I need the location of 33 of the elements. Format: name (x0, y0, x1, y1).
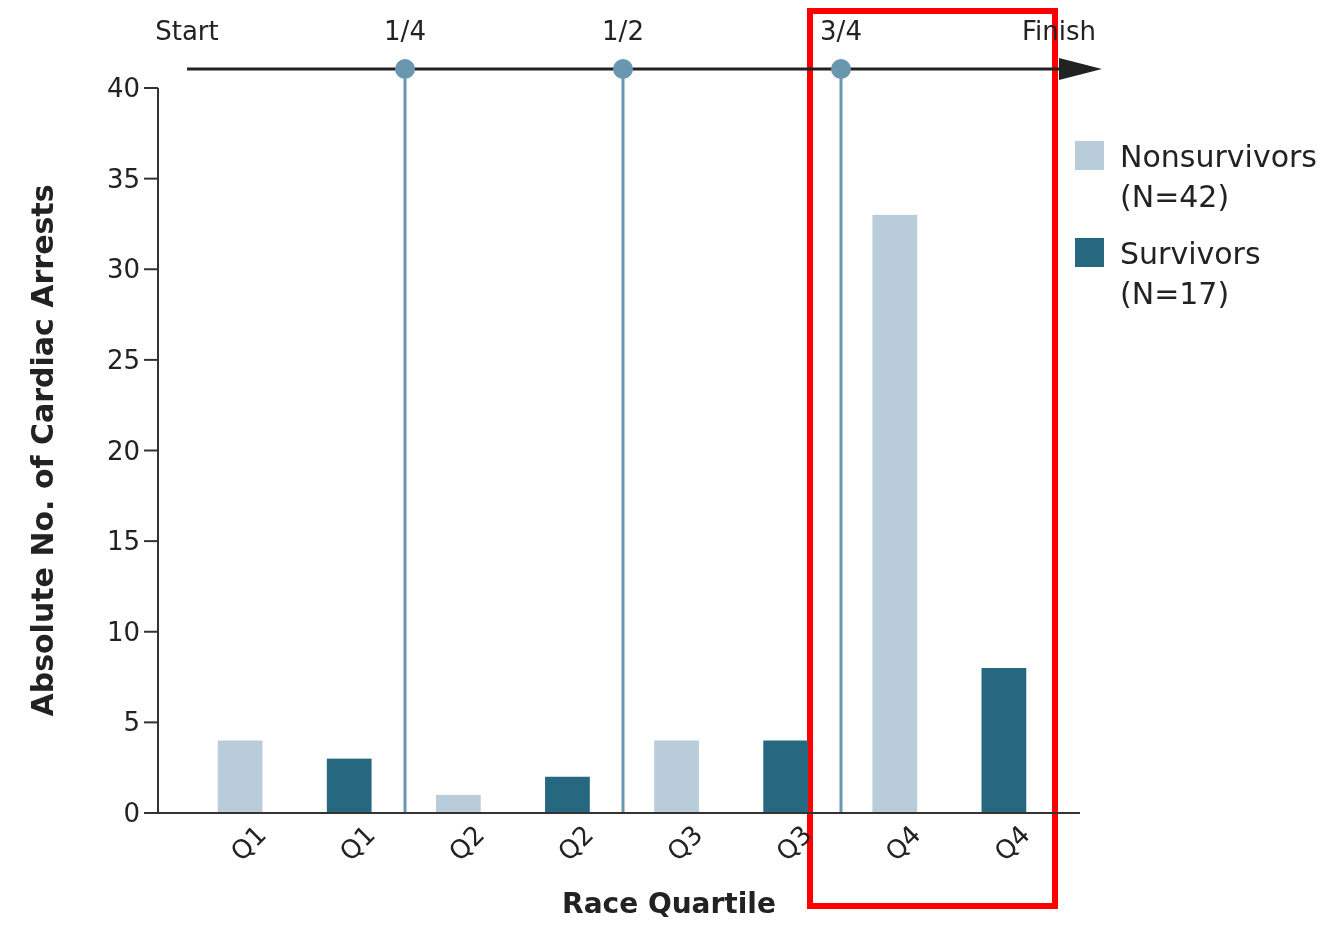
x2-tick-label: Start (155, 16, 219, 46)
x-tick-label: Q3 (660, 819, 709, 867)
bar (435, 794, 481, 813)
y-tick-label: 15 (106, 526, 140, 557)
x-tick-label: Q4 (988, 819, 1036, 867)
y-tick-label: 35 (106, 163, 140, 194)
x-axis-title: Race Quartile (562, 887, 776, 920)
bar (217, 740, 263, 813)
x-tick-label: Q2 (551, 819, 600, 867)
y-tick-label: 30 (106, 254, 140, 285)
x-tick-label: Q1 (333, 819, 381, 867)
y-tick-label: 10 (106, 616, 140, 647)
y-tick-label: 25 (106, 344, 140, 375)
legend-label: Nonsurvivors (N=42) (1120, 139, 1317, 214)
x2-tick-label: 3/4 (820, 16, 862, 46)
bar (981, 668, 1027, 813)
y-tick-label: 40 (106, 73, 140, 104)
bar (654, 740, 699, 813)
bar (872, 214, 918, 813)
bar (326, 758, 372, 813)
x2-tick-label: 1/2 (602, 16, 644, 46)
y-tick-label: 20 (106, 435, 140, 466)
y-axis-title: Absolute No. of Cardiac Arrests (25, 184, 60, 717)
x-tick-label: Q3 (770, 819, 818, 867)
bar (545, 776, 590, 813)
x-tick-label: Q4 (879, 819, 927, 867)
x-tick-label: Q1 (224, 819, 272, 867)
y-tick-label: 0 (123, 798, 140, 829)
y-tick-label: 5 (123, 707, 140, 738)
x2-tick-label: 1/4 (384, 16, 426, 46)
bar (763, 740, 809, 813)
legend-label: Survivors (N=17) (1120, 236, 1261, 311)
x-tick-label: Q2 (442, 819, 491, 867)
